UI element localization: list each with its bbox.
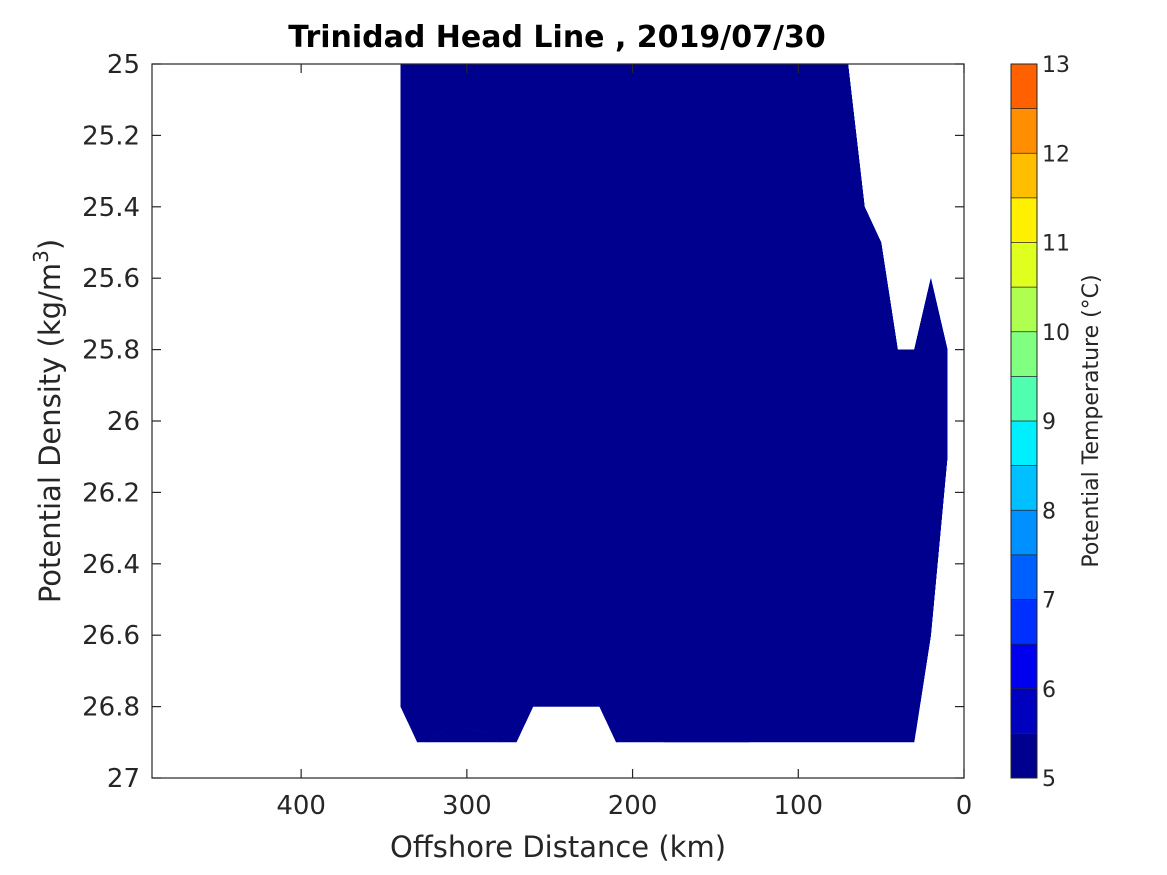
- y-tick-label: 25.4: [82, 193, 140, 223]
- y-tick-label: 26: [107, 407, 140, 437]
- colorbar-swatch: [1011, 510, 1037, 555]
- colorbar-swatch: [1011, 64, 1037, 109]
- colorbar-swatch: [1011, 554, 1037, 600]
- colorbar-swatch: [1011, 242, 1037, 288]
- x-tick-label: 100: [773, 791, 823, 821]
- colorbar-swatch: [1011, 331, 1037, 377]
- y-axis-title-main: Potential Density (kg/m: [33, 263, 67, 603]
- colorbar-tick-label: 5: [1042, 767, 1056, 792]
- colorbar-tick-label: 11: [1042, 232, 1070, 257]
- colorbar-tick-label: 6: [1042, 678, 1056, 703]
- y-tick-label: 26.8: [82, 693, 140, 723]
- y-axis-title-close: ): [33, 239, 67, 250]
- colorbar-frame: [1010, 63, 1038, 779]
- colorbar-tick-label: 12: [1042, 142, 1070, 167]
- colorbar-swatch: [1011, 733, 1037, 778]
- x-tick-label: 0: [956, 791, 973, 821]
- colorbar: 5 6 7 8 9 10 11 12 13: [1010, 53, 1070, 792]
- y-tick-label: 27: [107, 764, 140, 794]
- contour-band-5: [400, 64, 948, 743]
- x-tick-label: 200: [608, 791, 658, 821]
- y-axis-title-superscript: 3: [29, 250, 53, 263]
- chart-title: Trinidad Head Line , 2019/07/30: [288, 20, 825, 55]
- colorbar-swatch: [1011, 688, 1037, 734]
- colorbar-swatch: [1011, 108, 1037, 154]
- colorbar-swatch: [1011, 287, 1037, 332]
- colorbar-tick-label: 9: [1042, 410, 1056, 435]
- x-tick-label: 400: [276, 791, 326, 821]
- y-tick-label: 26.6: [82, 621, 140, 651]
- y-tick-label: 25: [107, 50, 140, 80]
- colorbar-tick-label: 8: [1042, 499, 1056, 524]
- x-tick-label: 300: [442, 791, 492, 821]
- x-axis: 400 300 200 100 0: [276, 64, 972, 821]
- colorbar-swatch: [1011, 599, 1037, 645]
- y-axis-title: Potential Density (kg/m3): [29, 239, 67, 603]
- colorbar-swatch: [1011, 644, 1037, 689]
- colorbar-tick-label: 13: [1042, 53, 1070, 78]
- contour-fills: [400, 64, 948, 743]
- x-axis-title: Offshore Distance (km): [390, 830, 726, 864]
- y-tick-label: 25.6: [82, 264, 140, 294]
- y-tick-label: 26.2: [82, 478, 140, 508]
- colorbar-swatch: [1011, 465, 1037, 511]
- colorbar-swatch: [1011, 153, 1037, 198]
- colorbar-swatch: [1011, 421, 1037, 466]
- colorbar-tick-label: 10: [1042, 321, 1070, 346]
- y-tick-label: 25.2: [82, 121, 140, 151]
- y-tick-label: 25.8: [82, 336, 140, 366]
- colorbar-tick-label: 7: [1042, 589, 1056, 614]
- colorbar-title: Potential Temperature (°C): [1079, 274, 1104, 567]
- colorbar-swatch: [1011, 376, 1037, 421]
- y-axis: 25 25.2 25.4 25.6 25.8 26 26.2 26.4 26.6 26.8 27: [82, 50, 964, 794]
- y-tick-label: 26.4: [82, 550, 140, 580]
- colorbar-swatch: [1011, 197, 1037, 243]
